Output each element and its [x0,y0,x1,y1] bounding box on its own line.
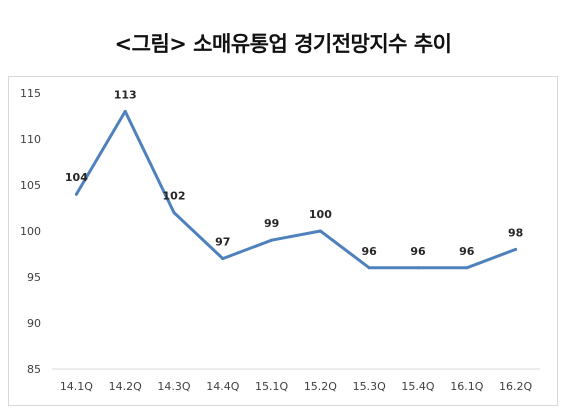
data-point [74,192,78,196]
y-tick-label: 115 [20,87,41,100]
data-label: 99 [264,217,279,230]
y-tick-label: 95 [27,271,41,284]
x-tick-label: 14.2Q [109,380,142,393]
data-point [367,266,371,270]
x-tick-label: 16.2Q [499,380,532,393]
x-tick-label: 14.3Q [157,380,190,393]
series-line [74,109,518,270]
data-label: 98 [508,226,523,239]
x-tick-label: 15.3Q [353,380,386,393]
y-tick-label: 85 [27,363,41,376]
y-tick-label: 105 [20,179,41,192]
data-point [416,266,420,270]
data-label: 113 [114,88,137,101]
x-tick-label: 14.4Q [206,380,239,393]
data-point [514,247,518,251]
data-point [318,229,322,233]
data-label: 96 [459,245,475,258]
data-label: 96 [410,245,426,258]
y-tick-label: 90 [27,317,41,330]
y-tick-label: 100 [20,225,41,238]
chart-frame [8,76,558,406]
x-tick-label: 15.4Q [401,380,434,393]
x-tick-label: 16.1Q [450,380,483,393]
data-label: 97 [215,236,230,249]
data-label: 104 [65,171,88,184]
data-point [221,257,225,261]
x-tick-label: 15.2Q [304,380,337,393]
data-label: 96 [362,245,378,258]
chart-title: <그림> 소매유통업 경기전망지수 추이 [114,32,452,56]
data-label: 100 [309,208,332,221]
data-point [465,266,469,270]
data-point [123,109,127,113]
data-point [270,238,274,242]
x-tick-label: 15.1Q [255,380,288,393]
y-tick-label: 110 [20,133,41,146]
data-point [172,211,176,215]
x-tick-label: 14.1Q [60,380,93,393]
data-label: 102 [163,190,186,203]
